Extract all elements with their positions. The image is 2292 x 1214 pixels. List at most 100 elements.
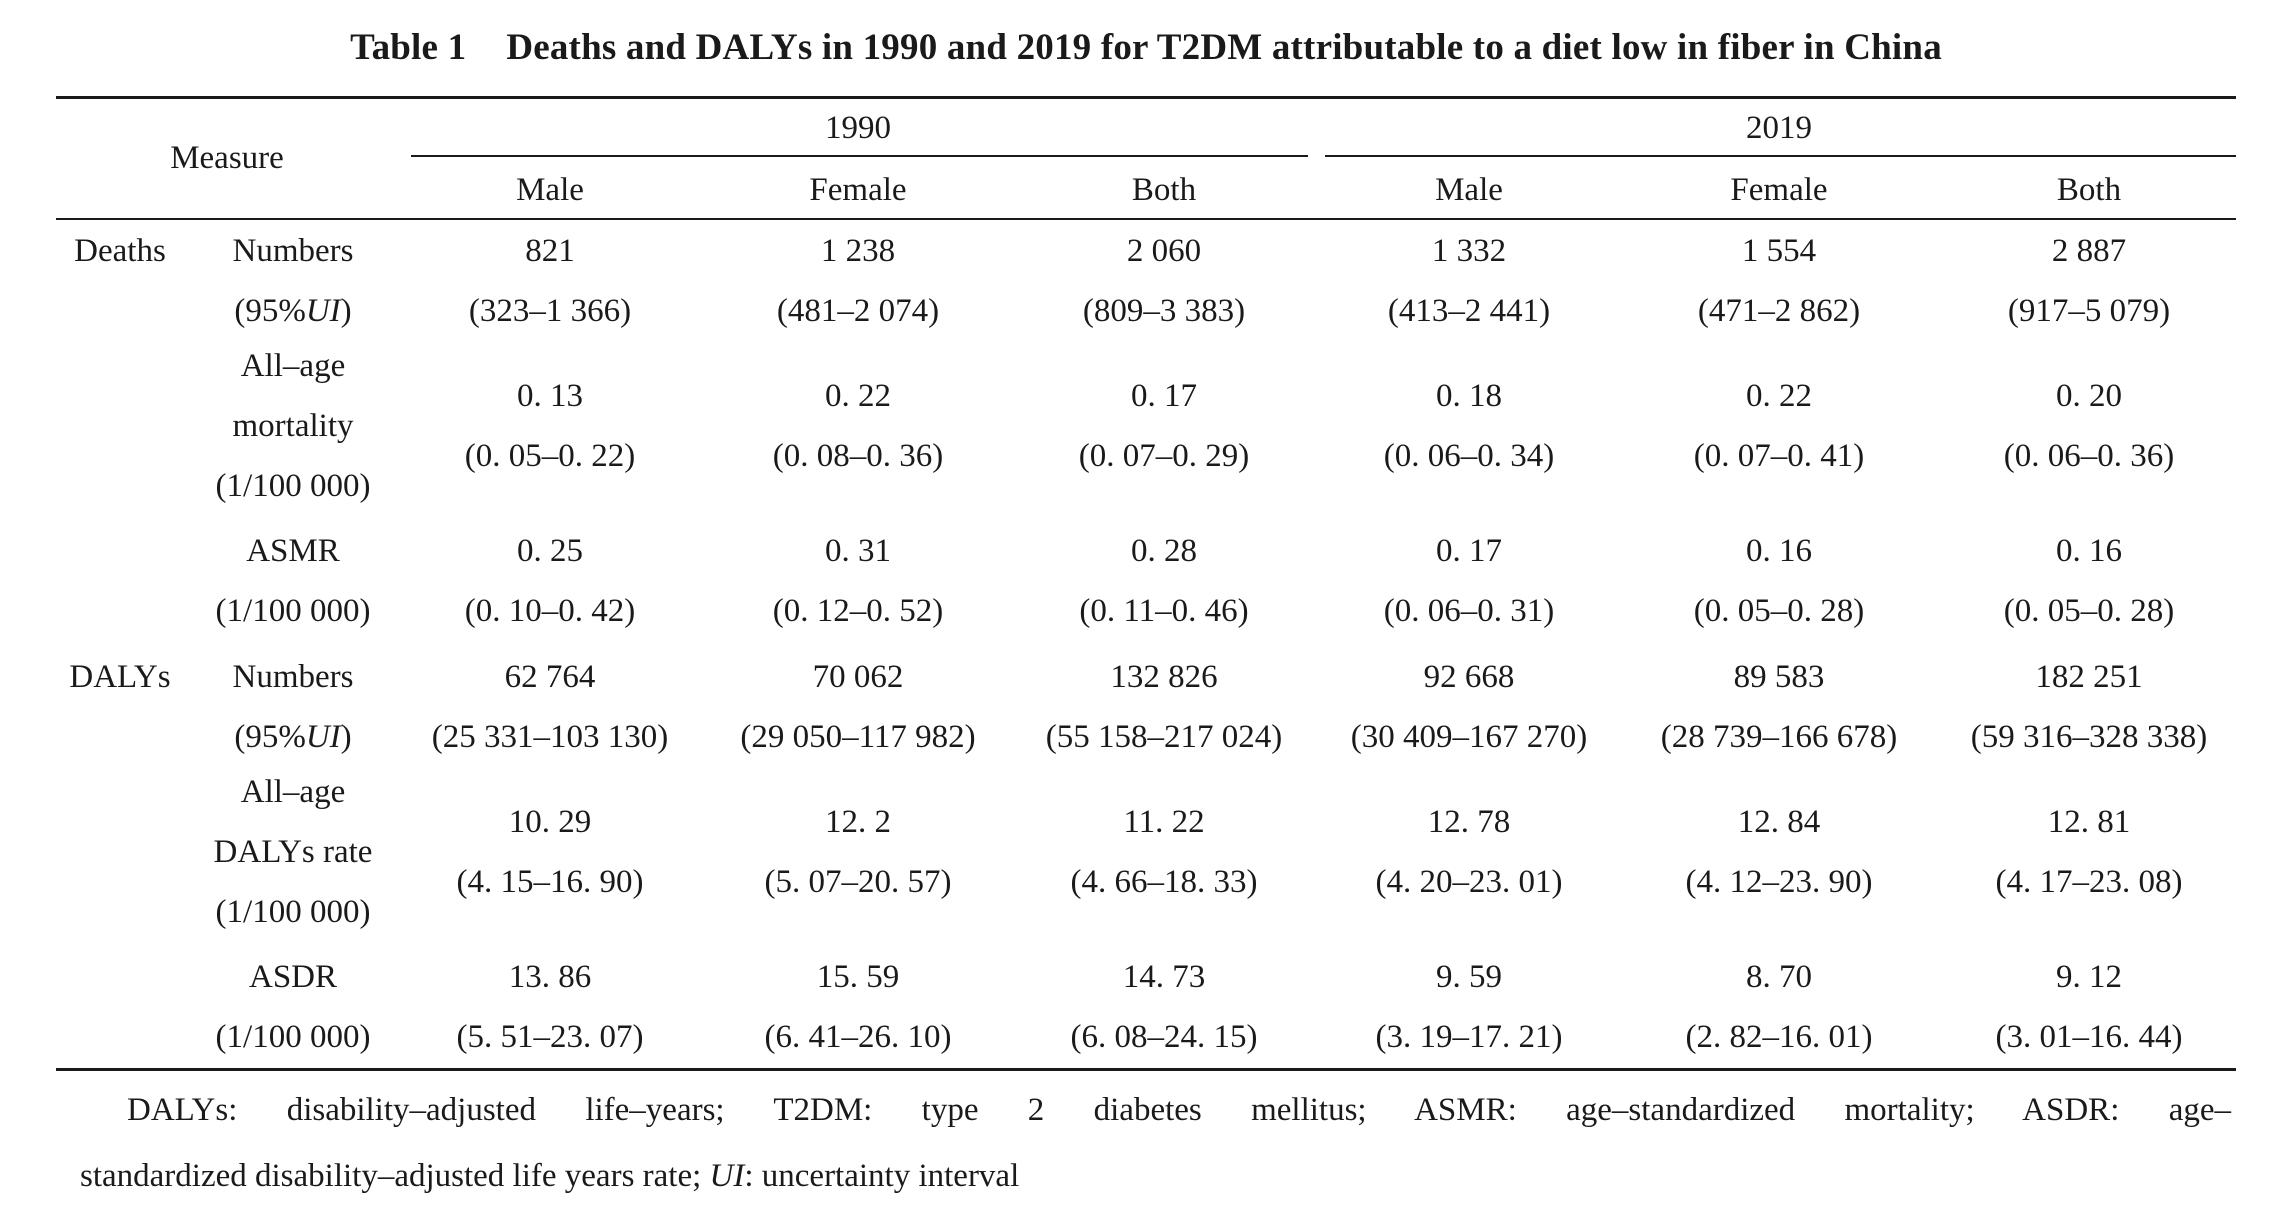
cell-value: 89 583 [1733,659,1825,695]
cell-value: 12. 84 [1737,804,1821,840]
subheader-female-2019: Female [1730,172,1828,208]
cell-value: 0. 25 [517,533,583,569]
cell-value: 70 062 [812,659,904,695]
subheader-both-1990: Both [1131,172,1197,208]
year-2019-header: 2019 [1746,110,1812,146]
cell-value: 0. 28 [1131,533,1197,569]
label-prefix: (95% [234,293,306,329]
cell-interval: (28 739–166 678) [1660,719,1898,755]
cell-interval: (0. 06–0. 31) [1383,593,1555,629]
row-label-ui: (95%UI) [234,293,351,330]
cell-value: 0. 18 [1436,378,1502,414]
top-rule [56,96,2236,99]
subheader-male-1990: Male [516,172,584,208]
year-2019-underline [1325,155,2236,157]
cell-interval: (0. 07–0. 41) [1693,438,1865,474]
cell-interval: (0. 05–0. 28) [1693,593,1865,629]
table-note-line2: standardized disability–adjusted life ye… [80,1158,1019,1195]
cell-interval: (481–2 074) [776,293,940,329]
cell-value: 821 [525,233,575,269]
row-label-line: ASDR [248,959,338,995]
year-1990-header: 1990 [825,110,891,146]
cell-interval: (809–3 383) [1082,293,1246,329]
cell-interval: (5. 07–20. 57) [764,864,952,900]
subheader-male-2019: Male [1435,172,1503,208]
cell-value: 0. 13 [517,378,583,414]
cell-interval: (4. 12–23. 90) [1685,864,1873,900]
cell-interval: (4. 20–23. 01) [1375,864,1563,900]
row-label-ui: (95%UI) [234,719,351,756]
cell-value: 0. 17 [1131,378,1197,414]
cell-interval: (0. 05–0. 28) [2003,593,2175,629]
row-label-line: Numbers [232,659,354,695]
row-label-line: mortality [232,408,354,444]
row-group-dalys: DALYs [69,659,171,695]
cell-value: 14. 73 [1122,959,1206,995]
note-ui-abbr: UI [709,1158,745,1194]
row-label-line: (1/100 000) [215,894,371,930]
cell-value: 12. 78 [1427,804,1511,840]
cell-interval: (0. 08–0. 36) [772,438,944,474]
cell-interval: (6. 08–24. 15) [1070,1019,1258,1055]
cell-interval: (0. 12–0. 52) [772,593,944,629]
table-note-line1: DALYs: disability–adjusted life–years; T… [127,1092,2231,1128]
cell-value: 1 238 [820,233,896,269]
table-number: Table 1 [350,27,467,68]
cell-value: 9. 59 [1436,959,1502,995]
cell-interval: (413–2 441) [1387,293,1551,329]
row-group-deaths: Deaths [74,233,166,269]
cell-interval: (29 050–117 982) [740,719,976,755]
cell-value: 15. 59 [816,959,900,995]
cell-value: 92 668 [1423,659,1515,695]
cell-value: 132 826 [1110,659,1218,695]
cell-interval: (471–2 862) [1697,293,1861,329]
row-label-line: (1/100 000) [215,1019,371,1055]
cell-interval: (6. 41–26. 10) [764,1019,952,1055]
cell-value: 0. 22 [1746,378,1812,414]
label-prefix: (95% [234,719,306,755]
note-ui-definition: : uncertainty interval [744,1158,1020,1194]
cell-interval: (0. 10–0. 42) [464,593,636,629]
cell-interval: (0. 05–0. 22) [464,438,636,474]
label-ui-italic: UI [305,719,341,755]
row-label-line: ASMR [246,533,340,569]
label-suffix: ) [340,719,352,755]
cell-value: 0. 22 [825,378,891,414]
cell-interval: (0. 07–0. 29) [1078,438,1250,474]
cell-value: 12. 81 [2047,804,2131,840]
header-rule [56,218,2236,220]
cell-value: 2 060 [1126,233,1202,269]
cell-value: 182 251 [2035,659,2143,695]
cell-value: 9. 12 [2056,959,2122,995]
note-line2-text: standardized disability–adjusted life ye… [80,1158,710,1194]
label-ui-italic: UI [305,293,341,329]
cell-interval: (917–5 079) [2007,293,2171,329]
label-suffix: ) [340,293,352,329]
cell-value: 10. 29 [508,804,592,840]
subheader-both-2019: Both [2056,172,2122,208]
cell-value: 1 554 [1741,233,1817,269]
table-title-text: Deaths and DALYs in 1990 and 2019 for T2… [506,27,1942,68]
cell-value: 0. 16 [1746,533,1812,569]
cell-interval: (4. 15–16. 90) [456,864,644,900]
row-label-line: DALYs rate [213,834,373,870]
measure-header: Measure [170,140,284,176]
row-label-line: (1/100 000) [215,468,371,504]
cell-value: 2 887 [2051,233,2127,269]
cell-interval: (0. 06–0. 34) [1383,438,1555,474]
row-label-line: All–age [240,774,346,810]
cell-interval: (4. 66–18. 33) [1070,864,1258,900]
cell-interval: (0. 11–0. 46) [1079,593,1249,629]
cell-interval: (59 316–328 338) [1970,719,2208,755]
cell-interval: (4. 17–23. 08) [1995,864,2183,900]
row-label-line: All–age [240,348,346,384]
cell-interval: (323–1 366) [468,293,632,329]
bottom-rule [56,1068,2236,1071]
cell-interval: (5. 51–23. 07) [456,1019,644,1055]
cell-value: 1 332 [1431,233,1507,269]
row-label-line: (1/100 000) [215,593,371,629]
cell-interval: (55 158–217 024) [1045,719,1283,755]
row-label-line: Numbers [232,233,354,269]
cell-value: 12. 2 [825,804,891,840]
